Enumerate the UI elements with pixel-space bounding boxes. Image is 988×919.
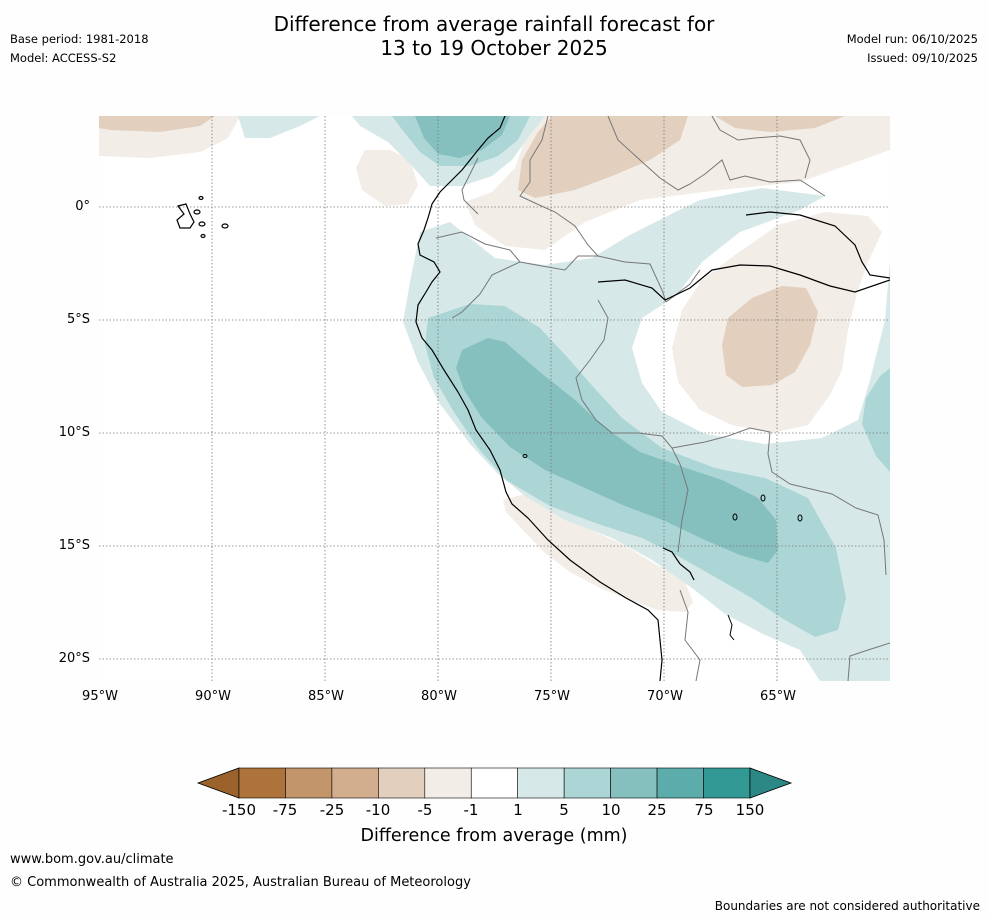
map-area [99, 116, 890, 681]
colorbar-tick: 25 [647, 801, 667, 819]
wet-region-north-ocean [238, 116, 320, 138]
colorbar-tick: 10 [601, 801, 621, 819]
copyright-text: © Commonwealth of Australia 2025, Austra… [10, 875, 471, 890]
model-run-date: Model run: 06/10/2025 [846, 32, 978, 46]
wet-region-andes-core [456, 338, 778, 563]
inland-lakes [522, 454, 803, 641]
colorbar-segment [703, 767, 751, 799]
lat-label: 10°S [58, 425, 90, 440]
lon-label: 65°W [760, 689, 796, 704]
colorbar-tick: -75 [272, 801, 298, 819]
dry-region-ocean-patch [356, 150, 418, 206]
colorbar-over-arrow [749, 767, 793, 799]
dry-region-northwest-core [99, 116, 215, 132]
model-name: Model: ACCESS-S2 [10, 51, 117, 65]
lon-label: 85°W [308, 689, 344, 704]
colorbar-tick: 150 [735, 801, 765, 819]
wet-region-east-edge [862, 368, 890, 472]
colorbar-segment [610, 767, 658, 799]
lat-label: 20°S [58, 651, 90, 666]
dry-region-colombia-east-core [715, 116, 845, 132]
lon-label: 90°W [195, 689, 231, 704]
graticule [99, 116, 890, 681]
title-line-2: 13 to 19 October 2025 [380, 36, 608, 60]
colorbar-segment [470, 767, 519, 799]
colorbar-tick: -1 [463, 801, 479, 819]
colorbar-segment [424, 767, 472, 799]
colorbar-tick: -25 [319, 801, 345, 819]
colorbar [196, 767, 793, 799]
colorbar-segment [517, 767, 565, 799]
colorbar-title: Difference from average (mm) [360, 826, 628, 846]
colorbar-tick: 1 [513, 801, 523, 819]
lat-label: 5°S [66, 312, 90, 327]
lat-label: 0° [75, 199, 90, 214]
disclaimer-text: Boundaries are not considered authoritat… [714, 899, 980, 913]
colorbar-tick: 75 [694, 801, 714, 819]
wet-region-northeast-core [415, 116, 510, 158]
lon-label: 75°W [534, 689, 570, 704]
coastline [415, 116, 890, 681]
colorbar-segment [331, 767, 379, 799]
colorbar-segment [656, 767, 704, 799]
colorbar-segment [238, 767, 286, 799]
dry-region-amazon-core [722, 286, 818, 387]
galapagos-islands [176, 195, 229, 239]
country-borders [435, 116, 890, 681]
dry-region-colombia-core [518, 116, 688, 198]
website-text: www.bom.gov.au/climate [10, 852, 174, 867]
colorbar-tick: -10 [365, 801, 391, 819]
colorbar-tick: -5 [417, 801, 433, 819]
issued-date: Issued: 09/10/2025 [867, 51, 978, 65]
colorbar-tick: 5 [559, 801, 569, 819]
colorbar-segment [563, 767, 611, 799]
colorbar-under-arrow [196, 767, 240, 799]
map-title: Difference from average rainfall forecas… [0, 12, 988, 60]
colorbar-segment [378, 767, 426, 799]
lon-label: 80°W [421, 689, 457, 704]
dry-region-southern-peru [503, 494, 693, 612]
colorbar-tick: -150 [221, 801, 257, 819]
lon-label: 95°W [82, 689, 118, 704]
title-line-1: Difference from average rainfall forecas… [273, 12, 715, 36]
colorbar-segment [285, 767, 333, 799]
lat-label: 15°S [58, 538, 90, 553]
base-period: Base period: 1981-2018 [10, 32, 149, 46]
lon-label: 70°W [647, 689, 683, 704]
